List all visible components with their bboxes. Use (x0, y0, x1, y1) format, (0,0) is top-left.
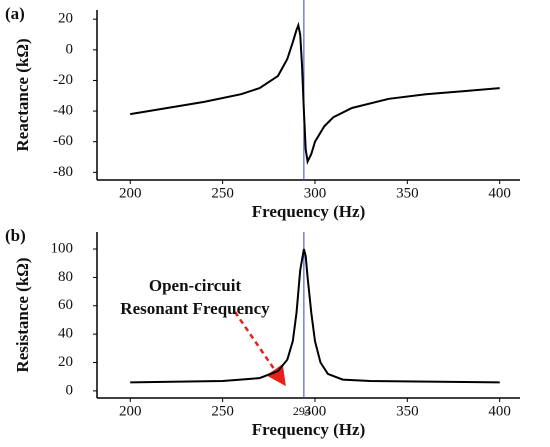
y-tick-label: 80 (58, 269, 73, 285)
y-tick-label: 20 (58, 11, 73, 27)
x-tick-label: 200 (119, 403, 142, 419)
x-axis-label: Frequency (Hz) (252, 202, 365, 221)
y-tick-label: -60 (53, 133, 73, 149)
annotation: Resonant Frequency (120, 299, 270, 318)
data-line (130, 248, 500, 384)
x-tick-label: 350 (396, 403, 419, 419)
x-tick-label: 300 (304, 403, 327, 419)
x-tick-label: 400 (488, 185, 511, 201)
x-tick-label: 400 (488, 403, 511, 419)
data-line (130, 21, 500, 165)
y-axis-label: Resistance (kΩ) (13, 257, 32, 372)
y-tick-label: 0 (66, 41, 74, 57)
panel-label: (b) (5, 226, 26, 245)
y-tick-label: 0 (66, 382, 74, 398)
y-tick-label: 20 (58, 354, 73, 370)
y-tick-label: -80 (53, 164, 73, 180)
y-tick-label: 100 (51, 240, 74, 256)
y-tick-label: 60 (58, 297, 73, 313)
x-tick-label: 250 (211, 185, 234, 201)
y-axis-label: Reactance (kΩ) (13, 38, 32, 151)
x-tick-label: 200 (119, 185, 142, 201)
panel-label: (a) (5, 4, 25, 23)
y-tick-label: -20 (53, 72, 73, 88)
y-tick-label: -40 (53, 103, 73, 119)
y-tick-label: 40 (58, 326, 73, 342)
x-axis-label: Frequency (Hz) (252, 420, 365, 439)
marker-label: 294 (293, 404, 311, 418)
annotation: Open-circuit (149, 276, 242, 295)
x-tick-label: 300 (304, 185, 327, 201)
x-tick-label: 350 (396, 185, 419, 201)
x-tick-label: 250 (211, 403, 234, 419)
